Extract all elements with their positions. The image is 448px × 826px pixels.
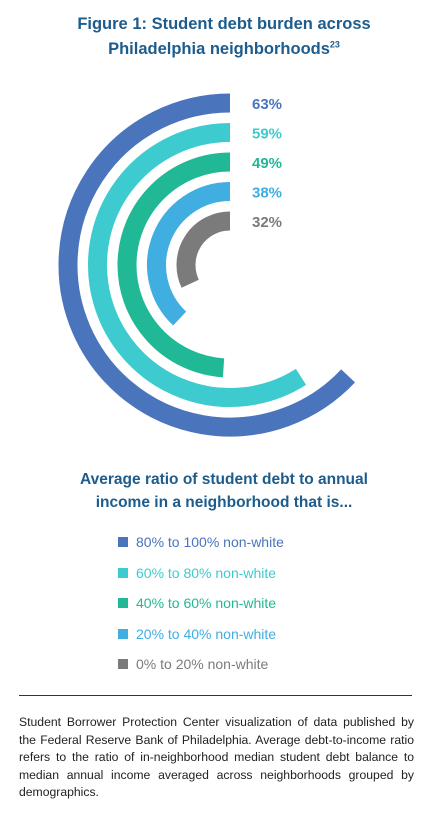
arc-59pct (88, 123, 307, 407)
legend-label: 20% to 40% non-white (136, 625, 277, 642)
source-note: Student Borrower Protection Center visua… (19, 715, 414, 799)
legend-item: 40% to 60% non-white (118, 588, 284, 619)
value-label-49pct: 49% (252, 155, 282, 172)
legend-label: 80% to 100% non-white (136, 534, 284, 551)
arc-38pct (147, 182, 231, 326)
value-label-38pct: 38% (252, 185, 282, 202)
footnote-ref: 23 (329, 39, 340, 50)
legend-label: 60% to 80% non-white (136, 564, 277, 581)
legend-swatch (118, 659, 128, 670)
legend-label: 40% to 60% non-white (136, 595, 277, 612)
legend-swatch (118, 598, 128, 609)
chart-title: Figure 1: Student debt burden across Phi… (0, 12, 448, 62)
legend-title-line1: Average ratio of student debt to annual (80, 471, 368, 488)
legend-item: 80% to 100% non-white (118, 527, 284, 558)
legend: 80% to 100% non-white 60% to 80% non-whit… (118, 527, 284, 680)
legend-label: 0% to 20% non-white (136, 656, 269, 673)
divider (19, 695, 412, 696)
legend-item: 0% to 20% non-white (118, 649, 284, 680)
legend-title: Average ratio of student debt to annual … (0, 468, 448, 514)
legend-item: 60% to 80% non-white (118, 558, 284, 589)
chart-title-line2: Philadelphia neighborhoods23 (0, 37, 448, 62)
chart-title-line2-text: Philadelphia neighborhoods (108, 40, 330, 58)
value-label-63pct: 63% (252, 96, 282, 113)
value-label-59pct: 59% (252, 126, 282, 143)
legend-item: 20% to 40% non-white (118, 619, 284, 650)
arc-32pct (176, 211, 231, 288)
chart-title-line1: Figure 1: Student debt burden across (77, 15, 371, 33)
legend-swatch (118, 537, 128, 548)
radial-bar-chart: 63% 59% 49% 38% 32% (58, 93, 356, 437)
arc-49pct (117, 152, 231, 378)
arc-63pct (58, 93, 356, 437)
legend-title-line2: income in a neighborhood that is... (95, 494, 353, 511)
value-label-32pct: 32% (252, 214, 282, 231)
legend-swatch (118, 567, 128, 578)
legend-swatch (118, 628, 128, 639)
